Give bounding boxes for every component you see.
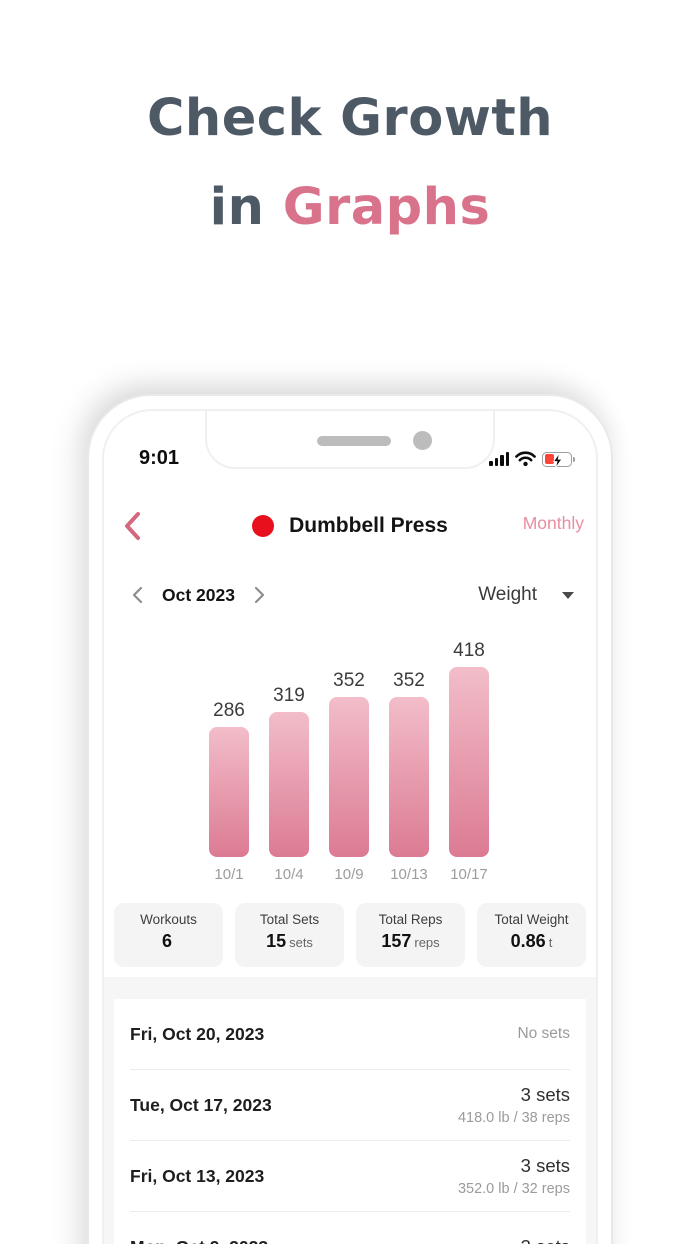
session-date: Mon, Oct 9, 2023 [130,1237,268,1244]
hero-title-line2-prefix: in [209,178,283,237]
chart-bar-group[interactable]: 352 10/9 [319,639,379,887]
stat-label: Total Sets [259,912,320,927]
stat-label: Total Weight [494,912,569,927]
summary-stats-row: Workouts 6 Total Sets 15 sets Total Reps … [114,903,586,967]
chart-bar[interactable] [449,667,489,857]
chart-bar-group[interactable]: 352 10/13 [379,639,439,887]
stat-value: 6 [161,931,172,951]
phone-notch [205,411,495,469]
battery-level-red [544,454,554,464]
session-date: Fri, Oct 20, 2023 [130,1023,265,1044]
speaker-slot [317,436,391,446]
stat-card: Total Sets 15 sets [235,903,344,967]
session-sets: 3 sets [521,1235,570,1244]
chart-bar-group[interactable]: 319 10/4 [259,639,319,887]
session-date: Fri, Oct 13, 2023 [130,1165,265,1186]
month-metric-row: Oct 2023 Weight [104,577,596,613]
session-summary: 3 sets 418.0 lb / 38 reps [458,1073,570,1138]
stat-value-line: 0.86 t [477,931,586,952]
month-label: Oct 2023 [162,584,235,605]
status-time: 9:01 [139,447,180,469]
phone-screen: 9:01 [102,409,598,1244]
bar-value-label: 286 [213,700,245,721]
phone-mockup: 9:01 [87,394,613,1244]
month-navigation: Oct 2023 [132,577,265,613]
session-sets: No sets [517,1025,570,1042]
stat-value-line: 6 [114,931,223,952]
lightning-bolt-icon [552,452,563,468]
stat-card: Total Weight 0.86 t [477,903,586,967]
stat-unit: reps [414,935,440,950]
bar-value-label: 352 [333,670,365,691]
cellular-signal-icon [489,452,509,466]
chart-bar[interactable] [209,727,249,857]
stat-value-line: 157 reps [356,931,465,952]
stat-value-line: 15 sets [235,931,344,952]
prev-month-chevron-icon[interactable] [132,586,143,604]
session-row[interactable]: Fri, Oct 13, 2023 3 sets 352.0 lb / 32 r… [130,1140,570,1211]
stat-label: Total Reps [378,912,443,927]
metric-dropdown-value: Weight [478,584,537,605]
bar-value-label: 319 [273,685,305,706]
chevron-down-icon [562,591,574,599]
chart-bar[interactable] [389,697,429,857]
sessions-list: Fri, Oct 20, 2023 No sets Tue, Oct 17, 2… [114,999,586,1244]
stat-value: 15 [266,931,287,951]
bar-date-label: 10/1 [214,866,244,883]
battery-charging-icon [542,451,572,468]
hero-title-line2-accent: Graphs [282,178,491,237]
app-header: Dumbbell Press Monthly [104,503,596,549]
period-toggle-monthly[interactable]: Monthly [522,513,584,533]
hero-title-line1: Check Growth [146,89,554,148]
next-month-chevron-icon[interactable] [254,586,265,604]
chart-bar[interactable] [329,697,369,857]
stat-unit: sets [289,935,313,950]
session-summary: No sets [517,1012,570,1056]
stat-card: Workouts 6 [114,903,223,967]
battery-nub [573,456,575,462]
header-title-group: Dumbbell Press [104,503,596,549]
bar-date-label: 10/9 [334,866,364,883]
back-chevron-icon[interactable] [118,510,148,542]
bar-date-label: 10/13 [390,866,428,883]
session-row[interactable]: Fri, Oct 20, 2023 No sets [130,999,570,1069]
session-row[interactable]: Mon, Oct 9, 2023 3 sets [130,1211,570,1244]
metric-dropdown[interactable]: Weight [478,577,574,613]
stat-card: Total Reps 157 reps [356,903,465,967]
session-summary: 3 sets 352.0 lb / 32 reps [458,1144,570,1209]
bar-date-label: 10/17 [450,866,488,883]
exercise-color-dot [252,515,275,537]
session-sets: 3 sets [520,1154,570,1176]
stat-value: 157 [381,931,412,951]
session-detail: 418.0 lb / 38 reps [457,1109,570,1126]
camera-dot [413,431,432,450]
session-sets: 3 sets [520,1083,570,1105]
session-summary: 3 sets [521,1225,570,1244]
exercise-name: Dumbbell Press [289,514,448,537]
stat-label: Workouts [140,912,197,927]
chart-bar-group[interactable]: 286 10/1 [199,639,259,887]
hero-title-line2: in Graphs [0,163,700,252]
bar-value-label: 418 [453,640,485,661]
bar-value-label: 352 [393,670,425,691]
wifi-icon [515,451,536,467]
chart-bar-group[interactable]: 418 10/17 [439,639,499,887]
bar-date-label: 10/4 [274,866,304,883]
status-icons [489,451,575,468]
chart-bar[interactable] [269,712,309,857]
stat-unit: t [548,935,553,950]
session-row[interactable]: Tue, Oct 17, 2023 3 sets 418.0 lb / 38 r… [130,1069,570,1140]
hero-title: Check Growth in Graphs [0,74,700,252]
session-date: Tue, Oct 17, 2023 [130,1094,272,1115]
weight-bar-chart: 286 10/1 319 10/4 352 10/9 [199,639,501,887]
sessions-section: Fri, Oct 20, 2023 No sets Tue, Oct 17, 2… [104,977,596,1244]
stat-value: 0.86 [510,931,546,951]
session-detail: 352.0 lb / 32 reps [457,1180,570,1197]
